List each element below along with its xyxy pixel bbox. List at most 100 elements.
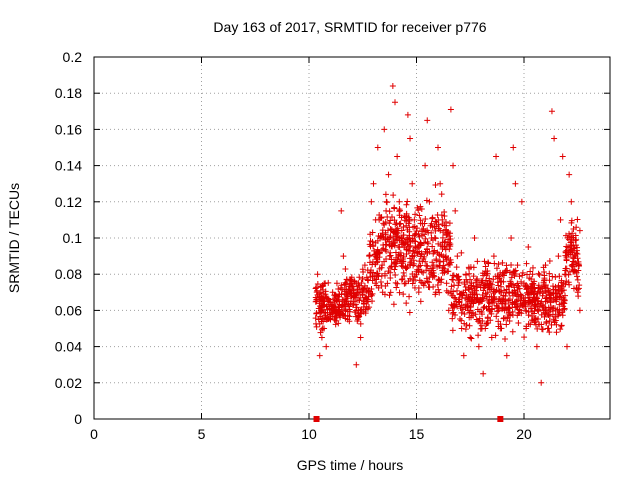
data-point bbox=[463, 322, 470, 329]
zero-marker bbox=[497, 416, 504, 422]
data-point bbox=[441, 269, 448, 276]
data-point bbox=[576, 227, 583, 234]
data-point bbox=[319, 298, 326, 305]
data-point bbox=[460, 304, 467, 311]
data-point bbox=[557, 326, 564, 333]
data-point bbox=[390, 301, 397, 308]
data-point bbox=[449, 315, 456, 322]
data-point bbox=[568, 217, 575, 224]
data-point bbox=[327, 316, 334, 323]
data-point bbox=[549, 311, 556, 318]
data-point bbox=[484, 280, 491, 287]
data-point bbox=[356, 274, 363, 281]
data-point bbox=[533, 343, 540, 350]
data-point bbox=[386, 264, 393, 271]
data-point bbox=[321, 325, 328, 332]
data-point bbox=[484, 320, 491, 327]
data-point bbox=[350, 301, 357, 308]
data-point bbox=[490, 290, 497, 297]
data-point bbox=[406, 235, 413, 242]
data-point bbox=[439, 216, 446, 223]
data-point bbox=[566, 268, 573, 275]
data-point bbox=[392, 272, 399, 279]
data-point bbox=[442, 246, 449, 253]
data-point bbox=[555, 282, 562, 289]
data-point bbox=[526, 275, 533, 282]
data-point bbox=[494, 308, 501, 315]
data-point bbox=[413, 271, 420, 278]
data-point bbox=[521, 280, 527, 287]
data-point bbox=[313, 320, 320, 327]
data-point bbox=[574, 276, 581, 283]
data-point bbox=[417, 240, 424, 247]
data-points bbox=[312, 82, 583, 422]
data-point bbox=[539, 292, 546, 299]
data-point bbox=[418, 250, 425, 257]
data-point bbox=[572, 232, 579, 239]
data-point bbox=[409, 280, 416, 287]
data-point bbox=[450, 309, 457, 316]
data-point bbox=[397, 252, 404, 259]
data-point bbox=[333, 280, 340, 287]
data-point bbox=[355, 312, 362, 319]
data-point bbox=[567, 233, 574, 240]
data-point bbox=[387, 275, 394, 282]
data-point bbox=[515, 309, 522, 316]
data-point bbox=[434, 263, 441, 270]
data-point bbox=[400, 269, 407, 276]
data-point bbox=[471, 235, 478, 241]
data-point bbox=[427, 222, 434, 229]
data-point bbox=[417, 298, 424, 305]
data-point bbox=[348, 274, 355, 281]
data-point bbox=[513, 298, 520, 305]
data-point bbox=[382, 229, 389, 236]
data-point bbox=[465, 264, 472, 271]
data-point bbox=[415, 207, 422, 214]
data-point bbox=[554, 306, 561, 313]
data-point bbox=[474, 258, 481, 265]
data-point bbox=[346, 303, 353, 310]
data-point bbox=[361, 262, 368, 269]
data-point bbox=[563, 257, 570, 264]
data-point bbox=[560, 287, 567, 294]
data-point bbox=[401, 217, 408, 224]
data-point bbox=[324, 310, 331, 317]
data-point bbox=[462, 326, 469, 333]
data-point bbox=[372, 239, 379, 246]
data-point bbox=[375, 284, 382, 291]
data-point bbox=[416, 212, 423, 219]
x-tick-label: 20 bbox=[516, 426, 532, 442]
data-point bbox=[512, 304, 519, 311]
data-point bbox=[541, 304, 548, 311]
data-point bbox=[574, 289, 581, 296]
data-point bbox=[424, 263, 431, 270]
data-point bbox=[314, 271, 321, 278]
data-point bbox=[398, 262, 405, 269]
data-point bbox=[387, 225, 394, 232]
data-point bbox=[461, 280, 468, 287]
data-point bbox=[424, 249, 431, 256]
data-point bbox=[391, 242, 398, 249]
data-point bbox=[367, 238, 374, 245]
data-point bbox=[396, 289, 403, 296]
data-point bbox=[454, 273, 461, 280]
data-point bbox=[416, 233, 423, 240]
data-point bbox=[391, 266, 398, 273]
data-point bbox=[369, 229, 376, 236]
data-point bbox=[491, 294, 498, 301]
data-point bbox=[435, 276, 442, 283]
data-point bbox=[493, 313, 500, 320]
data-point bbox=[392, 254, 399, 261]
data-point bbox=[383, 198, 390, 205]
data-point bbox=[453, 264, 460, 271]
data-point bbox=[486, 307, 493, 314]
data-point bbox=[351, 298, 358, 305]
data-point bbox=[423, 262, 430, 269]
data-point bbox=[486, 300, 493, 307]
data-point bbox=[407, 135, 414, 142]
data-point bbox=[532, 303, 539, 310]
data-point bbox=[561, 296, 568, 303]
data-point bbox=[530, 291, 537, 298]
data-point bbox=[347, 290, 354, 297]
data-point bbox=[468, 335, 475, 342]
